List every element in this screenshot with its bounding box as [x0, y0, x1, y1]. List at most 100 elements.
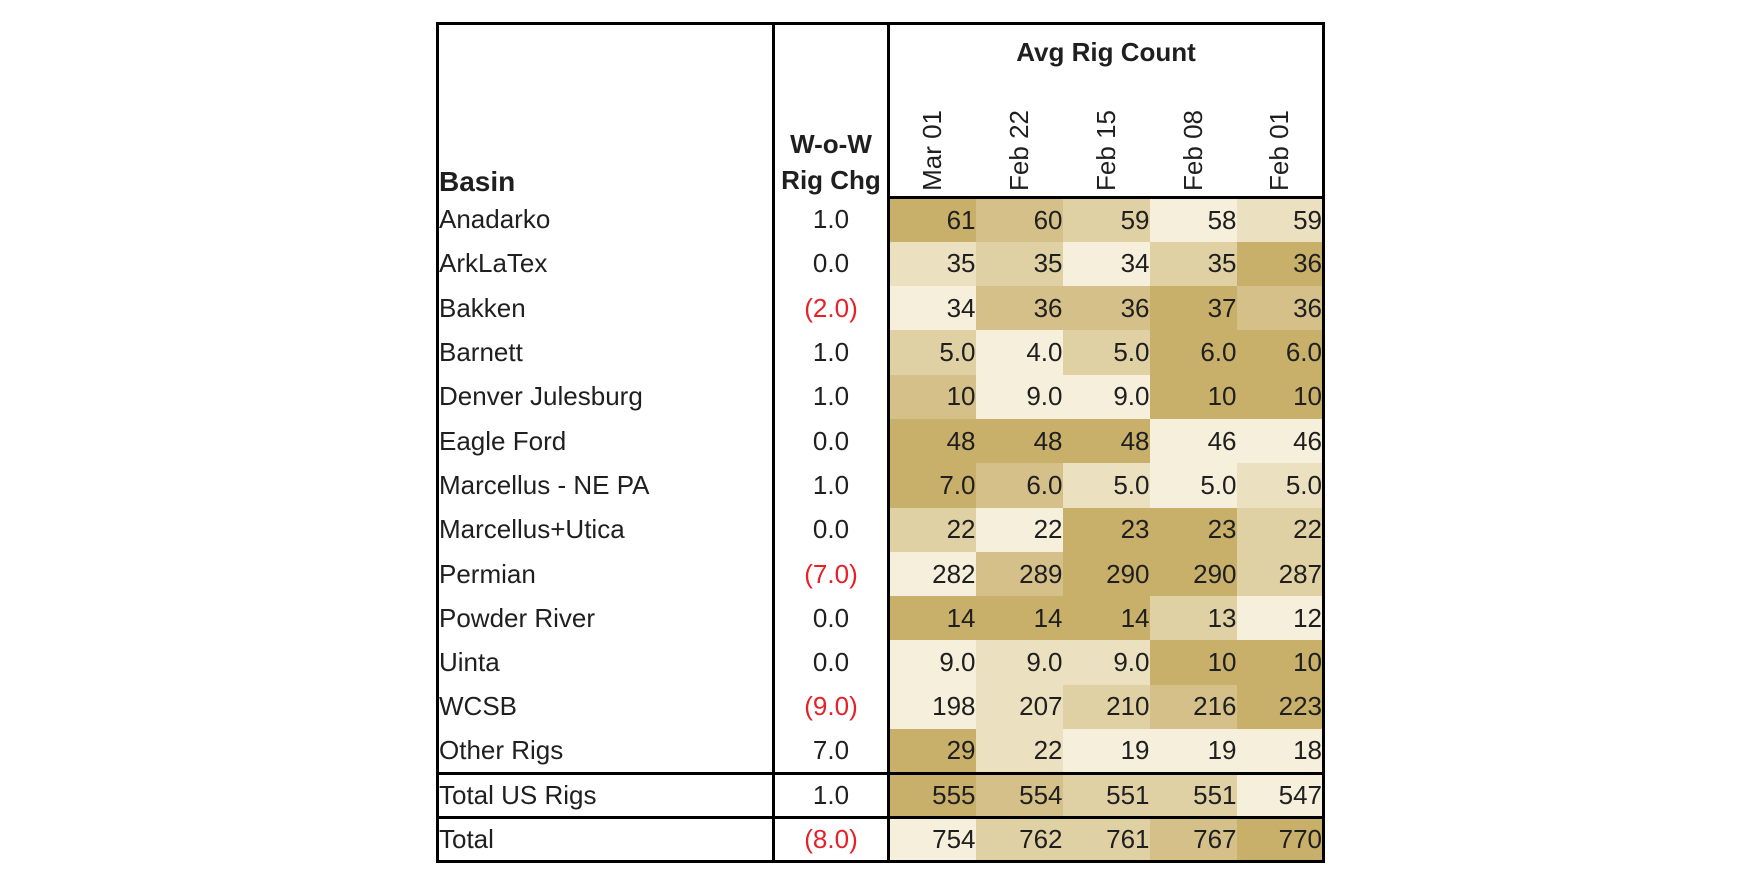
rig-count-cell: 35 [975, 241, 1063, 287]
wow-change-value: 1.0 [773, 374, 890, 419]
rig-count-cell: 48 [888, 418, 976, 464]
wow-change-value: 1.0 [773, 463, 890, 508]
basin-name: Uinta [437, 640, 775, 685]
rig-count-cell: 6.0 [1149, 330, 1237, 375]
wow-change-header-line1: W-o-W [790, 128, 872, 159]
rig-count-cell: 13 [1149, 596, 1237, 641]
rig-count-cell: 198 [888, 684, 976, 730]
wow-change-value: 0.0 [773, 418, 890, 464]
basin-row: Powder River 0.0 14 14 14 13 12 [437, 596, 1324, 641]
basin-row: WCSB (9.0) 198 207 210 216 223 [437, 684, 1324, 730]
date-column-header: Feb 15 [1062, 79, 1150, 199]
rig-count-cell: 551 [1149, 771, 1237, 818]
rig-count-cell: 9.0 [1062, 374, 1150, 419]
basin-name: Bakken [437, 286, 775, 331]
avg-rig-count-header: Avg Rig Count [1016, 36, 1196, 67]
rig-count-cell: 35 [888, 241, 976, 287]
basin-row: Other Rigs 7.0 29 22 19 19 18 [437, 729, 1324, 774]
rig-count-cell: 9.0 [975, 640, 1063, 685]
rig-count-cell: 5.0 [888, 330, 976, 375]
rig-count-cell: 554 [975, 771, 1063, 818]
wow-change-value: 1.0 [773, 771, 890, 818]
rig-count-cell: 290 [1062, 551, 1150, 597]
rig-count-cell: 5.0 [1062, 330, 1150, 375]
rig-count-cell: 36 [1062, 286, 1150, 331]
rig-count-table: Basin W-o-W Rig Chg Avg Rig Count Mar 01… [436, 22, 1325, 863]
wow-change-value: (9.0) [773, 684, 890, 730]
basin-row: ArkLaTex 0.0 35 35 34 35 36 [437, 241, 1324, 287]
wow-change-header-line2: Rig Chg [781, 164, 881, 195]
date-label: Feb 08 [1177, 110, 1208, 191]
date-column-header: Mar 01 [888, 79, 976, 199]
rig-count-cell: 29 [888, 729, 976, 774]
rig-count-cell: 14 [1062, 596, 1150, 641]
rig-count-cell: 289 [975, 551, 1063, 597]
rig-count-cell: 770 [1236, 815, 1324, 862]
basin-name: ArkLaTex [437, 241, 775, 287]
rig-count-cell: 59 [1236, 197, 1324, 242]
rig-count-cell: 9.0 [975, 374, 1063, 419]
basin-name: Denver Julesburg [437, 374, 775, 419]
date-label: Feb 15 [1090, 110, 1121, 191]
rig-count-cell: 36 [1236, 286, 1324, 331]
rig-count-cell: 58 [1149, 197, 1237, 242]
rig-count-cell: 547 [1236, 771, 1324, 818]
wow-change-header: W-o-W Rig Chg [773, 23, 890, 198]
basin-row: Uinta 0.0 9.0 9.0 9.0 10 10 [437, 640, 1324, 685]
date-label: Mar 01 [917, 110, 948, 191]
rig-count-cell: 10 [1236, 374, 1324, 419]
basin-row: Anadarko 1.0 61 60 59 58 59 [437, 197, 1324, 242]
rig-count-cell: 5.0 [1062, 463, 1150, 508]
basin-name: Marcellus+Utica [437, 507, 775, 552]
rig-count-cell: 223 [1236, 684, 1324, 730]
rig-count-cell: 207 [975, 684, 1063, 730]
rig-count-cell: 60 [975, 197, 1063, 242]
rig-count-cell: 6.0 [1236, 330, 1324, 375]
rig-count-cell: 19 [1062, 729, 1150, 774]
rig-count-cell: 22 [1236, 507, 1324, 552]
rig-count-cell: 22 [975, 507, 1063, 552]
rig-count-cell: 5.0 [1236, 463, 1324, 508]
rig-count-cell: 761 [1062, 815, 1150, 862]
rig-count-cell: 282 [888, 551, 976, 597]
rig-count-cell: 34 [1062, 241, 1150, 287]
basin-row: Barnett 1.0 5.0 4.0 5.0 6.0 6.0 [437, 330, 1324, 375]
rig-count-cell: 61 [888, 197, 976, 242]
rig-count-cell: 22 [888, 507, 976, 552]
basin-name: Total [437, 815, 775, 862]
basin-row: Bakken (2.0) 34 36 36 37 36 [437, 286, 1324, 331]
rig-count-cell: 35 [1149, 241, 1237, 287]
rig-count-cell: 4.0 [975, 330, 1063, 375]
rig-count-cell: 34 [888, 286, 976, 331]
date-column-header: Feb 01 [1236, 79, 1324, 199]
rig-count-cell: 10 [888, 374, 976, 419]
rig-count-cell: 9.0 [1062, 640, 1150, 685]
rig-count-cell: 7.0 [888, 463, 976, 508]
rig-count-cell: 37 [1149, 286, 1237, 331]
rig-count-cell: 210 [1062, 684, 1150, 730]
rig-count-cell: 10 [1236, 640, 1324, 685]
rig-count-cell: 9.0 [888, 640, 976, 685]
rig-count-cell: 216 [1149, 684, 1237, 730]
basin-name: Total US Rigs [437, 771, 775, 818]
date-column-header: Feb 08 [1149, 79, 1237, 199]
basin-name: Powder River [437, 596, 775, 641]
wow-change-value: (7.0) [773, 551, 890, 597]
rig-count-cell: 48 [1062, 418, 1150, 464]
rig-count-cell: 46 [1236, 418, 1324, 464]
rig-count-cell: 12 [1236, 596, 1324, 641]
basin-row: Eagle Ford 0.0 48 48 48 46 46 [437, 418, 1324, 464]
date-label: Feb 22 [1003, 110, 1034, 191]
wow-change-value: 0.0 [773, 640, 890, 685]
date-label: Feb 01 [1263, 110, 1294, 191]
basin-name: Eagle Ford [437, 418, 775, 464]
rig-count-cell: 287 [1236, 551, 1324, 597]
rig-count-cell: 767 [1149, 815, 1237, 862]
wow-change-value: 0.0 [773, 507, 890, 552]
rig-count-cell: 23 [1062, 507, 1150, 552]
rig-count-cell: 23 [1149, 507, 1237, 552]
rig-count-cell: 36 [975, 286, 1063, 331]
wow-change-value: 0.0 [773, 596, 890, 641]
rig-count-cell: 14 [888, 596, 976, 641]
basin-name: Barnett [437, 330, 775, 375]
